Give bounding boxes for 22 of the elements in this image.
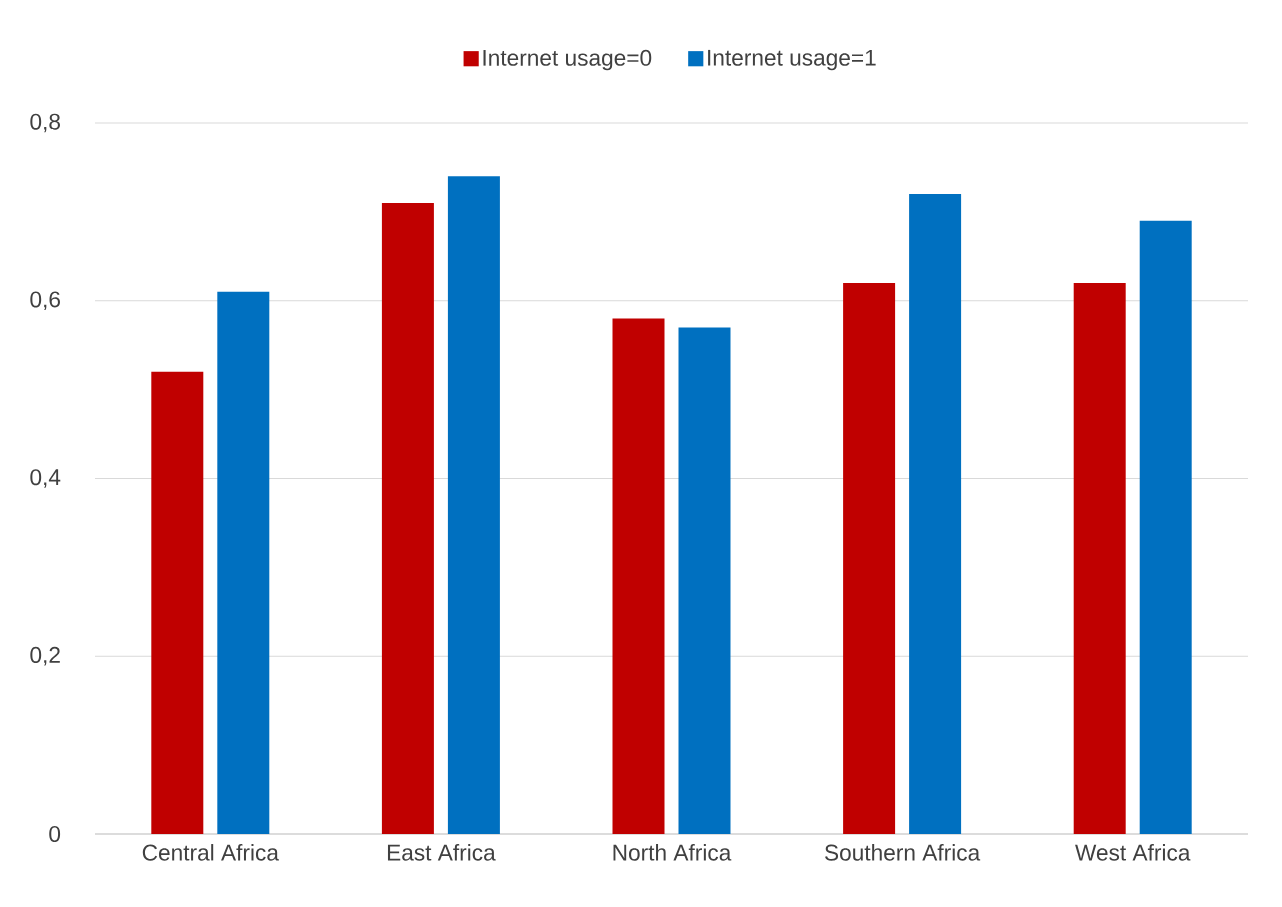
x-tick-label: Southern Africa [825, 844, 981, 861]
bar [612, 318, 665, 834]
bar [843, 282, 896, 834]
bar [1073, 282, 1126, 834]
y-tick-label: 0,2 [30, 646, 60, 666]
x-tick-label: East Africa [387, 844, 496, 861]
bar [909, 194, 962, 834]
x-tick-label: West Africa [1075, 844, 1191, 861]
x-tick-label: Central Africa [142, 844, 279, 861]
bar [381, 202, 434, 834]
x-tick-label: North Africa [613, 844, 732, 861]
y-tick-label: 0,4 [30, 469, 61, 488]
bar [678, 327, 731, 834]
y-tick-label: 0,6 [30, 291, 60, 311]
bar [447, 176, 500, 834]
y-tick-label: 0 [49, 825, 61, 843]
bar [151, 371, 204, 834]
legend-label: Internet usage=0 [483, 49, 652, 71]
bar [1139, 220, 1192, 834]
bar [217, 291, 270, 834]
y-tick-label: 0,8 [30, 113, 60, 133]
legend-label: Internet usage=1 [708, 49, 876, 71]
